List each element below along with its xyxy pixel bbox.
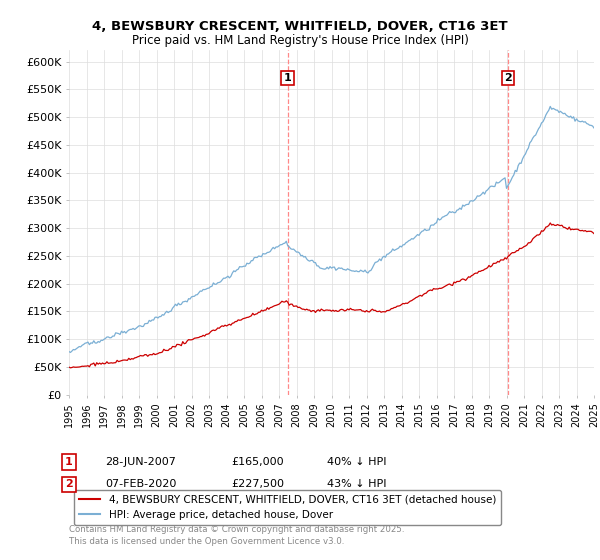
Text: 2: 2 — [65, 479, 73, 489]
Text: 1: 1 — [65, 457, 73, 467]
Legend: 4, BEWSBURY CRESCENT, WHITFIELD, DOVER, CT16 3ET (detached house), HPI: Average : 4, BEWSBURY CRESCENT, WHITFIELD, DOVER, … — [74, 489, 501, 525]
Text: 07-FEB-2020: 07-FEB-2020 — [105, 479, 176, 489]
Text: £165,000: £165,000 — [231, 457, 284, 467]
Text: Contains HM Land Registry data © Crown copyright and database right 2025.
This d: Contains HM Land Registry data © Crown c… — [69, 525, 404, 546]
Text: 2: 2 — [505, 73, 512, 83]
Text: 40% ↓ HPI: 40% ↓ HPI — [327, 457, 386, 467]
Text: 28-JUN-2007: 28-JUN-2007 — [105, 457, 176, 467]
Text: £227,500: £227,500 — [231, 479, 284, 489]
Text: Price paid vs. HM Land Registry's House Price Index (HPI): Price paid vs. HM Land Registry's House … — [131, 34, 469, 46]
Text: 43% ↓ HPI: 43% ↓ HPI — [327, 479, 386, 489]
Text: 4, BEWSBURY CRESCENT, WHITFIELD, DOVER, CT16 3ET: 4, BEWSBURY CRESCENT, WHITFIELD, DOVER, … — [92, 20, 508, 32]
Text: 1: 1 — [284, 73, 292, 83]
